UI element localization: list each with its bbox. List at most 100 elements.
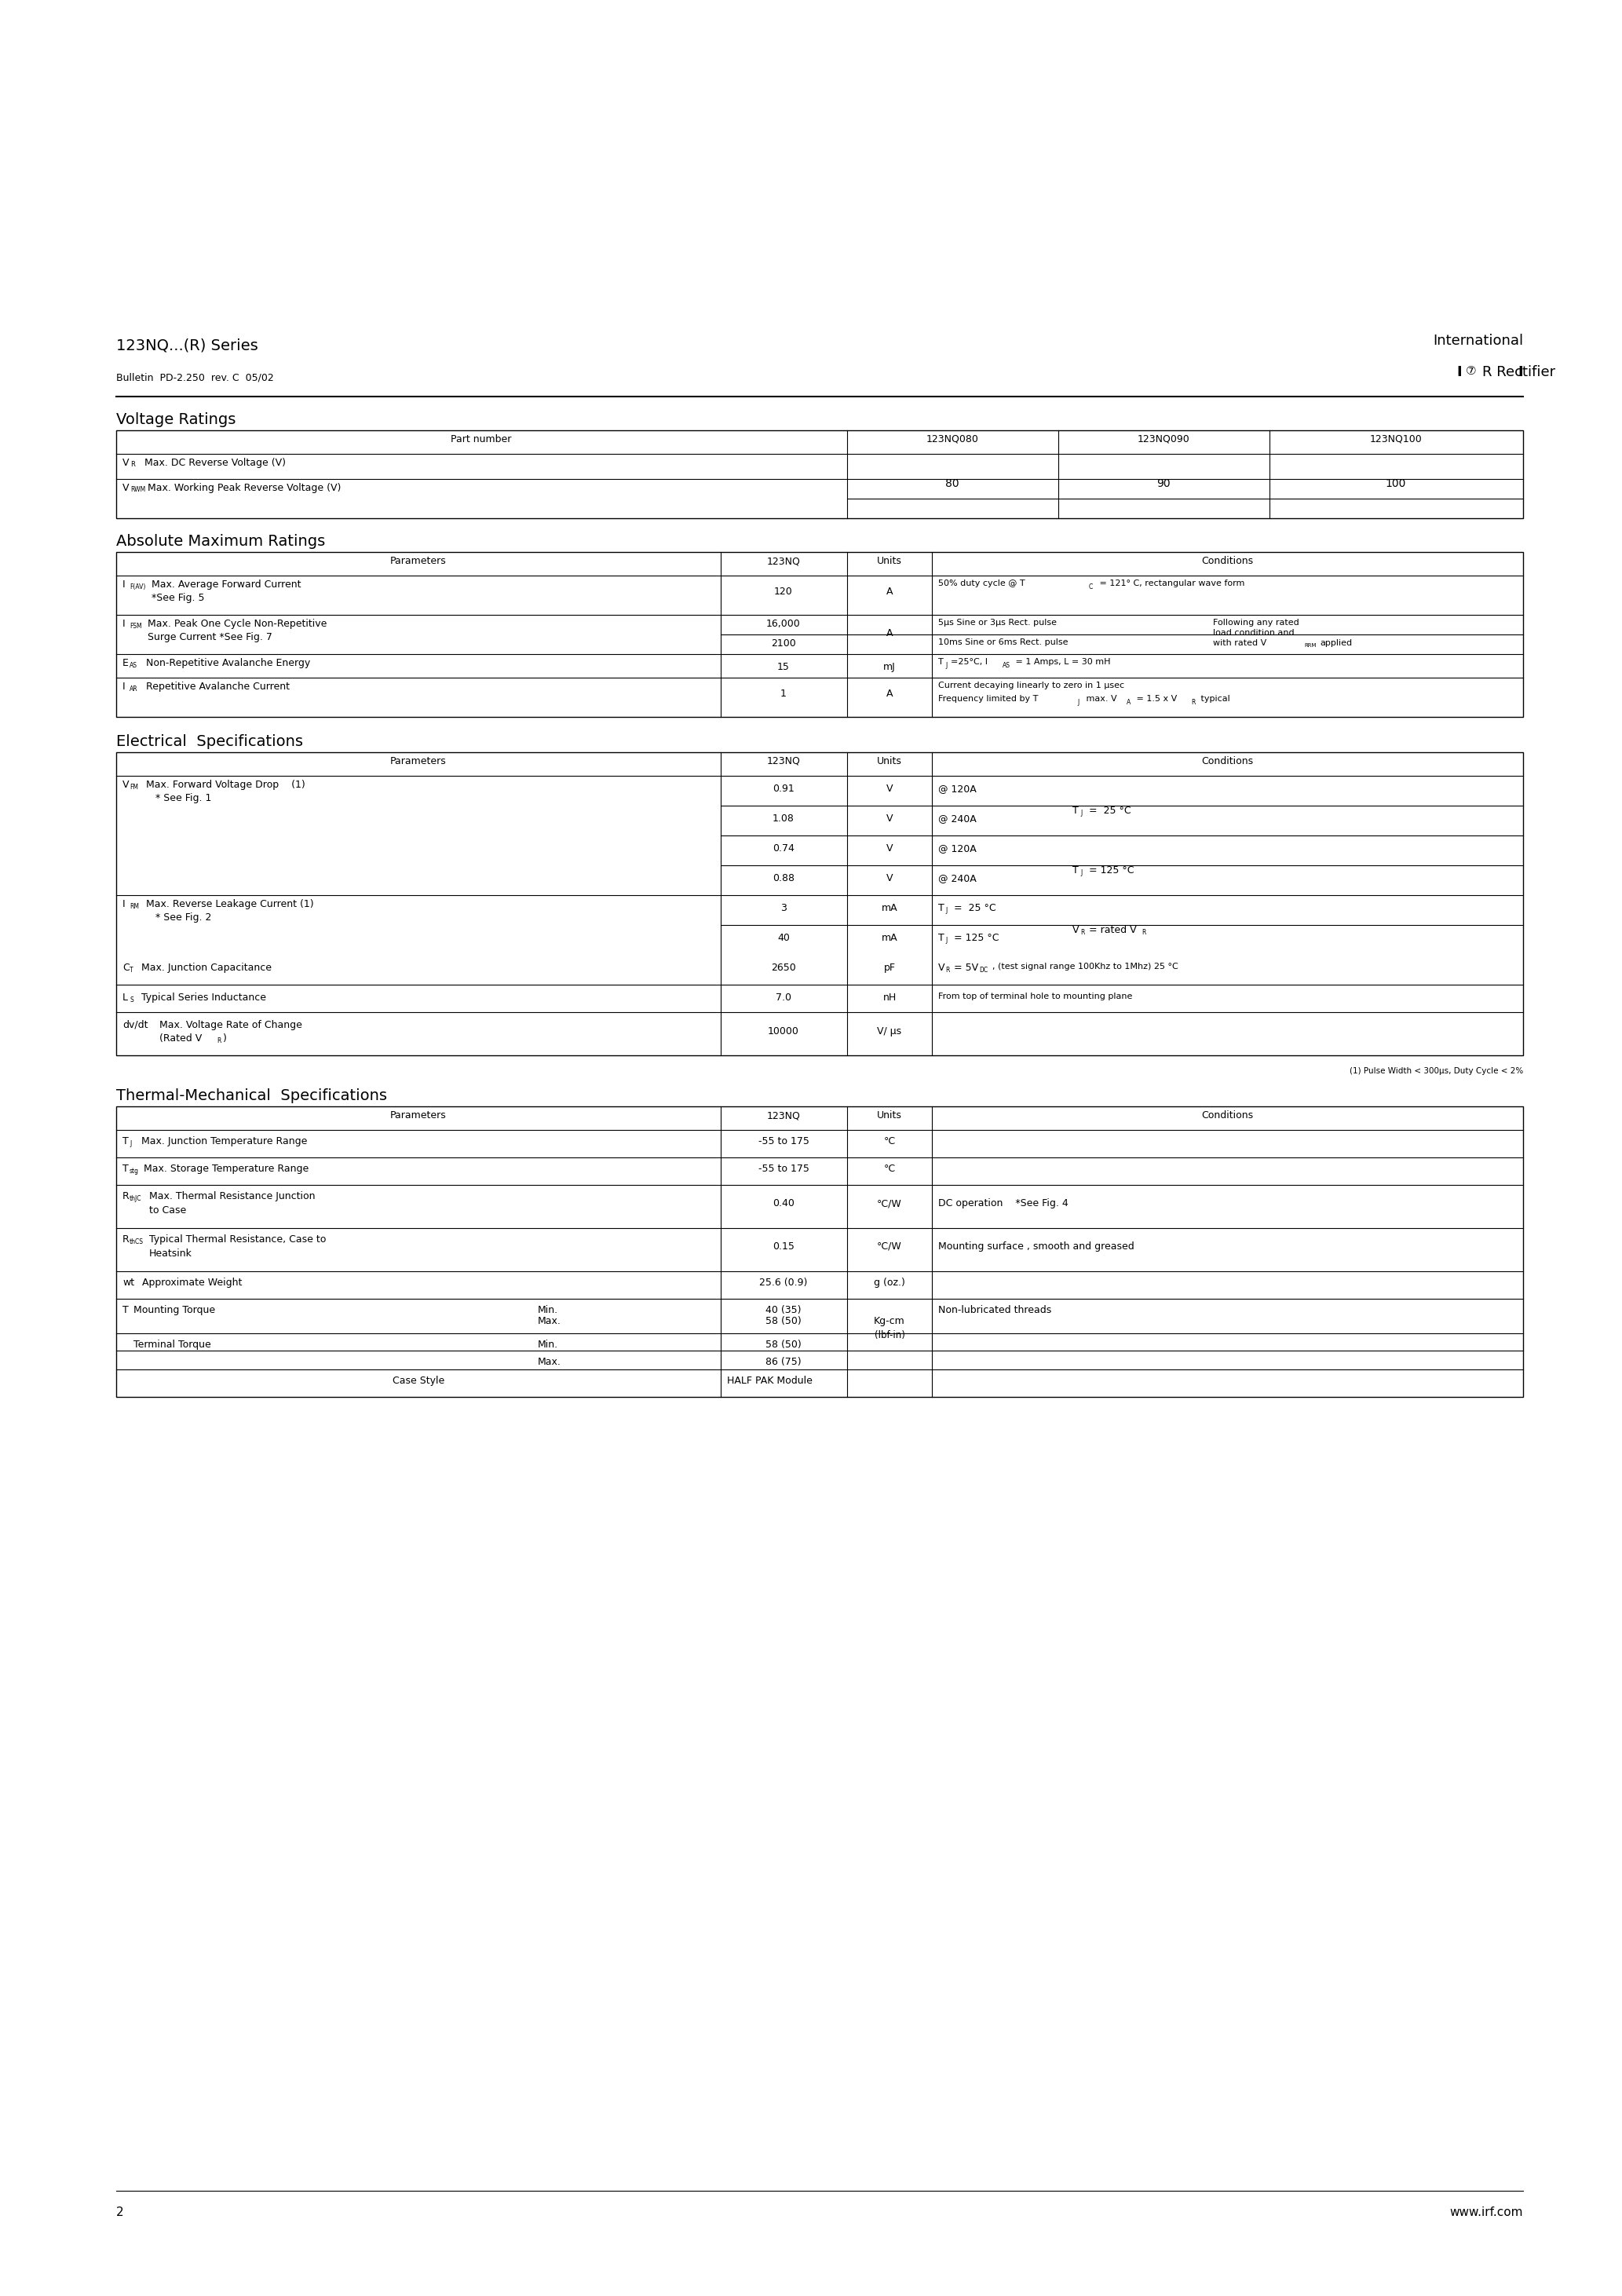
Text: AS: AS xyxy=(130,661,138,668)
Text: 2650: 2650 xyxy=(770,962,796,974)
Text: * See Fig. 2: * See Fig. 2 xyxy=(139,912,211,923)
Text: 2: 2 xyxy=(117,2206,123,2218)
Text: I: I xyxy=(1457,365,1461,379)
Text: = rated V: = rated V xyxy=(1085,925,1137,934)
Bar xyxy=(117,753,1523,1056)
Text: , (test signal range 100Khz to 1Mhz) 25 °C: , (test signal range 100Khz to 1Mhz) 25 … xyxy=(993,962,1178,971)
Text: I: I xyxy=(1518,365,1523,379)
Text: International: International xyxy=(1432,333,1523,349)
Text: R: R xyxy=(123,1235,130,1244)
Text: Min.: Min. xyxy=(539,1339,558,1350)
Text: nH: nH xyxy=(882,992,897,1003)
Text: mA: mA xyxy=(881,932,897,944)
Text: °C/W: °C/W xyxy=(878,1199,902,1208)
Text: 58 (50): 58 (50) xyxy=(766,1316,801,1327)
Text: max. V: max. V xyxy=(1083,696,1118,703)
Text: R: R xyxy=(130,461,135,468)
Text: I: I xyxy=(123,682,125,691)
Text: E: E xyxy=(123,659,128,668)
Text: 80: 80 xyxy=(946,478,959,489)
Text: C: C xyxy=(1088,583,1093,590)
Text: F(AV): F(AV) xyxy=(130,583,146,590)
Text: J: J xyxy=(130,1141,131,1148)
Text: J: J xyxy=(946,937,947,944)
Text: V: V xyxy=(886,843,892,854)
Text: R: R xyxy=(123,1192,130,1201)
Text: Part number: Part number xyxy=(451,434,511,445)
Text: AR: AR xyxy=(130,687,138,693)
Text: Max. Forward Voltage Drop    (1): Max. Forward Voltage Drop (1) xyxy=(139,781,305,790)
Text: Units: Units xyxy=(878,1111,902,1120)
Text: -55 to 175: -55 to 175 xyxy=(757,1164,809,1173)
Text: C: C xyxy=(123,962,130,974)
Text: mA: mA xyxy=(881,902,897,914)
Text: 40 (35): 40 (35) xyxy=(766,1304,801,1316)
Text: to Case: to Case xyxy=(149,1205,187,1215)
Text: 2100: 2100 xyxy=(770,638,796,647)
Bar xyxy=(117,429,1523,519)
Text: Surge Current *See Fig. 7: Surge Current *See Fig. 7 xyxy=(148,631,272,643)
Text: Max. Junction Temperature Range: Max. Junction Temperature Range xyxy=(135,1137,307,1146)
Text: Non-lubricated threads: Non-lubricated threads xyxy=(938,1304,1051,1316)
Text: °C/W: °C/W xyxy=(878,1242,902,1251)
Text: typical: typical xyxy=(1199,696,1229,703)
Text: T: T xyxy=(123,1164,128,1173)
Text: @ 120A: @ 120A xyxy=(938,843,976,854)
Text: Bulletin  PD-2.250  rev. C  05/02: Bulletin PD-2.250 rev. C 05/02 xyxy=(117,372,274,383)
Text: 0.40: 0.40 xyxy=(772,1199,795,1208)
Text: R: R xyxy=(1142,930,1145,937)
Text: = 125 °C: = 125 °C xyxy=(1085,866,1134,875)
Text: From top of terminal hole to mounting plane: From top of terminal hole to mounting pl… xyxy=(938,992,1132,1001)
Text: Typical Series Inductance: Typical Series Inductance xyxy=(135,992,266,1003)
Text: 123NQ080: 123NQ080 xyxy=(926,434,978,445)
Text: stg: stg xyxy=(130,1169,139,1176)
Text: @ 240A: @ 240A xyxy=(938,813,976,824)
Text: 90: 90 xyxy=(1156,478,1171,489)
Text: Parameters: Parameters xyxy=(391,755,446,767)
Text: V: V xyxy=(1072,925,1079,934)
Text: R: R xyxy=(217,1038,221,1045)
Text: Min.: Min. xyxy=(539,1304,558,1316)
Text: Max. Average Forward Current: Max. Average Forward Current xyxy=(151,579,302,590)
Text: Conditions: Conditions xyxy=(1202,1111,1254,1120)
Bar xyxy=(117,1107,1523,1396)
Text: Max. Storage Temperature Range: Max. Storage Temperature Range xyxy=(144,1164,308,1173)
Text: T: T xyxy=(130,967,133,974)
Text: = 1 Amps, L = 30 mH: = 1 Amps, L = 30 mH xyxy=(1012,659,1111,666)
Text: Max. Junction Capacitance: Max. Junction Capacitance xyxy=(135,962,271,974)
Text: Max. Peak One Cycle Non-Repetitive: Max. Peak One Cycle Non-Repetitive xyxy=(148,618,328,629)
Text: 123NQ100: 123NQ100 xyxy=(1369,434,1422,445)
Text: Max. DC Reverse Voltage (V): Max. DC Reverse Voltage (V) xyxy=(138,457,285,468)
Text: 0.74: 0.74 xyxy=(772,843,795,854)
Text: 86 (75): 86 (75) xyxy=(766,1357,801,1366)
Text: = 121° C, rectangular wave form: = 121° C, rectangular wave form xyxy=(1096,579,1244,588)
Text: (lbf-in): (lbf-in) xyxy=(874,1329,905,1341)
Text: 1: 1 xyxy=(780,689,787,698)
Bar xyxy=(117,551,1523,716)
Text: Following any rated: Following any rated xyxy=(1213,618,1299,627)
Text: Max. Reverse Leakage Current (1): Max. Reverse Leakage Current (1) xyxy=(139,900,313,909)
Text: A: A xyxy=(886,629,892,638)
Text: 0.91: 0.91 xyxy=(772,783,795,794)
Text: Case Style: Case Style xyxy=(393,1375,444,1387)
Text: @ 120A: @ 120A xyxy=(938,783,976,794)
Text: Electrical  Specifications: Electrical Specifications xyxy=(117,735,303,748)
Text: RM: RM xyxy=(130,902,139,909)
Text: FSM: FSM xyxy=(130,622,141,629)
Text: Terminal Torque: Terminal Torque xyxy=(133,1339,211,1350)
Text: HALF PAK Module: HALF PAK Module xyxy=(727,1375,813,1387)
Text: pF: pF xyxy=(884,962,895,974)
Text: 15: 15 xyxy=(777,661,790,673)
Text: V: V xyxy=(886,813,892,824)
Text: V: V xyxy=(938,962,946,974)
Text: *See Fig. 5: *See Fig. 5 xyxy=(151,592,204,604)
Text: A: A xyxy=(886,585,892,597)
Text: thJC: thJC xyxy=(130,1196,141,1203)
Text: T: T xyxy=(1072,866,1079,875)
Text: Current decaying linearly to zero in 1 μsec: Current decaying linearly to zero in 1 μ… xyxy=(938,682,1124,689)
Text: Max. Thermal Resistance Junction: Max. Thermal Resistance Junction xyxy=(149,1192,315,1201)
Text: V: V xyxy=(886,872,892,884)
Text: with rated V: with rated V xyxy=(1213,638,1267,647)
Text: www.irf.com: www.irf.com xyxy=(1450,2206,1523,2218)
Text: Parameters: Parameters xyxy=(391,1111,446,1120)
